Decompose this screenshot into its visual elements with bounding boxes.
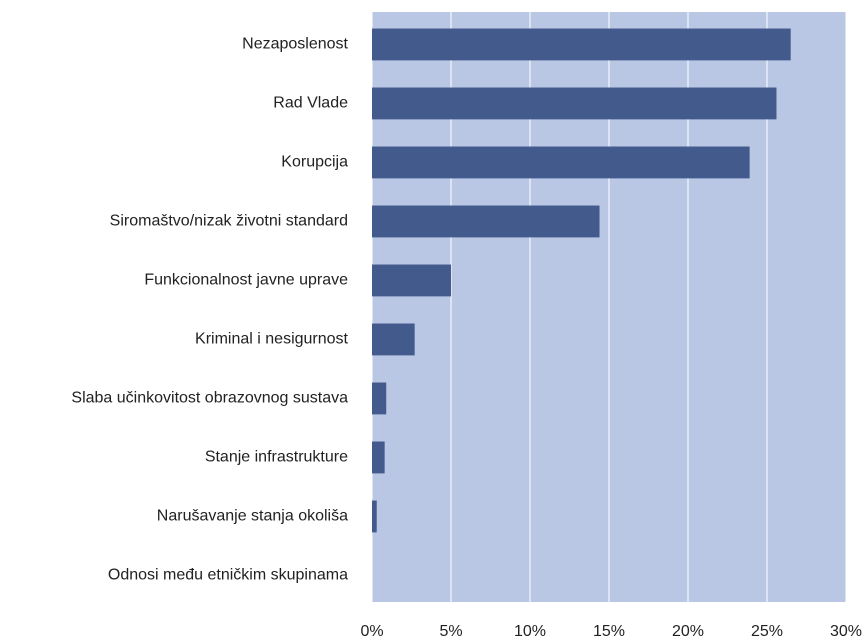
x-tick-label: 25%: [751, 623, 783, 640]
x-tick-label: 20%: [672, 623, 704, 640]
bar: [372, 205, 600, 238]
y-tick-label: Siromaštvo/nizak životni standard: [110, 213, 348, 230]
x-tick-label: 15%: [593, 623, 625, 640]
bar: [372, 146, 750, 179]
x-tick-label: 0%: [360, 623, 383, 640]
y-tick-label: Nezaposlenost: [242, 36, 348, 53]
y-tick-label: Kriminal i nesigurnost: [195, 331, 349, 348]
bar: [372, 323, 415, 356]
bar: [372, 28, 791, 61]
y-tick-label: Funkcionalnost javne uprave: [144, 272, 348, 289]
y-tick-label: Odnosi među etničkim skupinama: [108, 567, 348, 584]
y-tick-label: Narušavanje stanja okoliša: [157, 508, 348, 525]
x-tick-label: 5%: [439, 623, 462, 640]
bar: [372, 264, 451, 297]
y-tick-label: Korupcija: [281, 154, 348, 171]
bar: [372, 441, 385, 474]
bar: [372, 87, 777, 120]
bar: [372, 382, 387, 415]
x-tick-label: 30%: [830, 623, 862, 640]
bar: [372, 500, 377, 533]
y-tick-label: Slaba učinkovitost obrazovnog sustava: [71, 390, 348, 407]
y-tick-label: Stanje infrastrukture: [205, 449, 348, 466]
x-tick-label: 10%: [514, 623, 546, 640]
y-tick-label: Rad Vlade: [273, 95, 348, 112]
